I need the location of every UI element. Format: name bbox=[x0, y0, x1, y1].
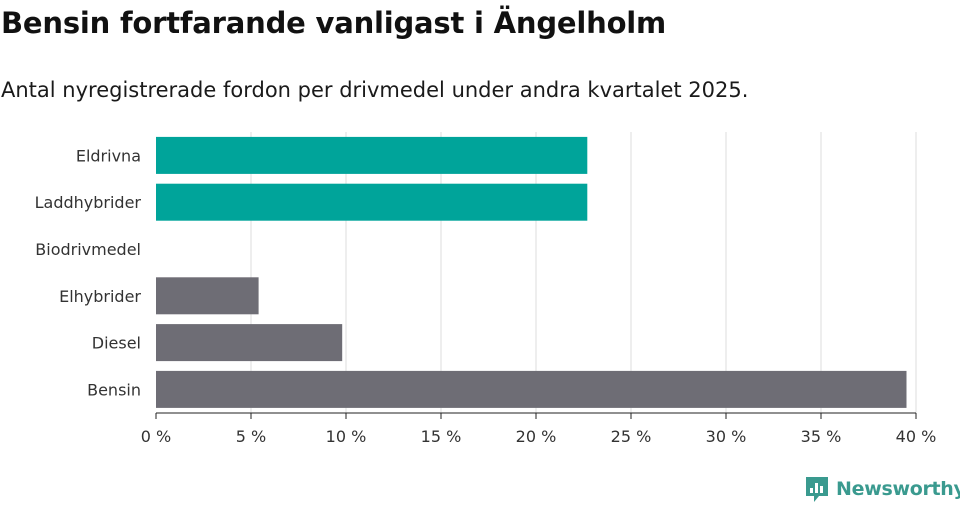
x-tick-label: 5 % bbox=[236, 427, 266, 446]
category-label: Bensin bbox=[87, 380, 141, 399]
x-tick-label: 10 % bbox=[326, 427, 367, 446]
chart-subtitle: Antal nyregistrerade fordon per drivmede… bbox=[1, 78, 749, 102]
newsworthy-brand[interactable]: Newsworthy bbox=[804, 474, 960, 504]
x-tick-label: 20 % bbox=[516, 427, 557, 446]
chart-title: Bensin fortfarande vanligast i Ängelholm bbox=[1, 6, 667, 40]
category-label: Elhybrider bbox=[59, 287, 141, 306]
newsworthy-logo-icon bbox=[806, 477, 828, 502]
brand-name: Newsworthy bbox=[836, 478, 960, 500]
x-tick-label: 35 % bbox=[801, 427, 842, 446]
bar-bensin[interactable] bbox=[156, 370, 907, 408]
x-tick-label: 25 % bbox=[611, 427, 652, 446]
x-tick-label: 30 % bbox=[706, 427, 747, 446]
category-label: Biodrivmedel bbox=[35, 240, 141, 259]
x-tick-label: 15 % bbox=[421, 427, 462, 446]
bar-diesel[interactable] bbox=[156, 324, 343, 362]
category-label: Eldrivna bbox=[76, 146, 141, 165]
category-label: Laddhybrider bbox=[35, 193, 142, 212]
x-tick-label: 40 % bbox=[896, 427, 937, 446]
category-label: Diesel bbox=[92, 334, 141, 353]
x-tick-label: 0 % bbox=[141, 427, 171, 446]
bar-laddhybrider[interactable] bbox=[156, 183, 588, 221]
bar-eldrivna[interactable] bbox=[156, 136, 588, 174]
bar-elhybrider[interactable] bbox=[156, 277, 259, 315]
